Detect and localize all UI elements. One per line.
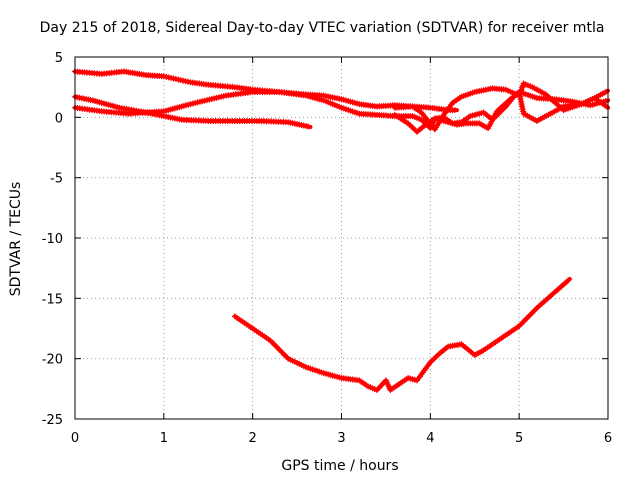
y-tick-label: 5 — [55, 51, 63, 66]
y-tick-label: -20 — [42, 353, 63, 368]
series-group — [72, 68, 610, 393]
y-tick-label: -5 — [50, 172, 63, 187]
x-tick-label: 1 — [160, 431, 168, 446]
ticks — [74, 56, 609, 420]
x-tick-label: 4 — [426, 431, 434, 446]
series-markers — [231, 277, 572, 393]
series-track-5 — [391, 89, 610, 135]
x-tick-label: 0 — [71, 431, 79, 446]
y-tick-label: -10 — [42, 232, 63, 247]
x-axis-title: GPS time / hours — [281, 458, 398, 474]
y-tick-label: -25 — [42, 413, 63, 428]
x-tick-label: 5 — [515, 431, 523, 446]
tick-labels: 0 1 2 3 4 5 6 5 0 -5 -10 -15 -20 -25 — [42, 51, 612, 446]
series-track-3 — [72, 89, 610, 132]
grid — [75, 57, 608, 419]
x-tick-label: 3 — [337, 431, 345, 446]
y-tick-label: -15 — [42, 292, 63, 307]
x-tick-label: 2 — [249, 431, 257, 446]
chart-title: Day 215 of 2018, Sidereal Day-to-day VTE… — [40, 20, 605, 36]
x-tick-label: 6 — [604, 431, 612, 446]
series-markers — [391, 89, 610, 135]
series-markers — [72, 89, 609, 132]
series-track-6 — [231, 277, 572, 393]
y-tick-label: 0 — [55, 111, 63, 126]
y-axis-title: SDTVAR / TECUs — [8, 182, 24, 297]
